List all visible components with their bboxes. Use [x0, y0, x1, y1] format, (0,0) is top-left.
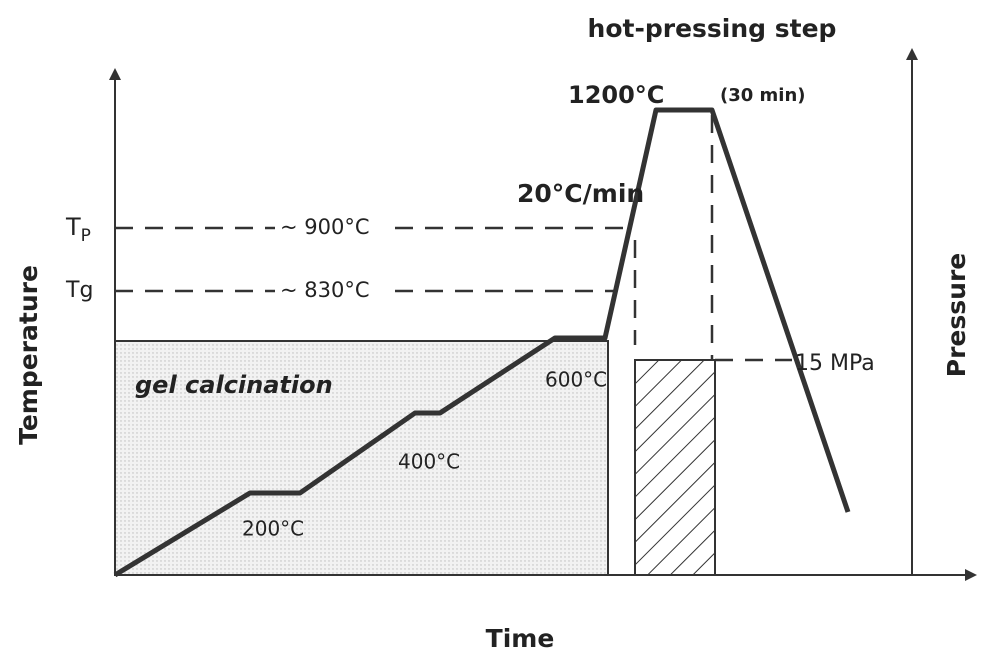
temperature-profile: [113, 107, 851, 578]
tp-main: T: [65, 213, 81, 241]
pressure-label: 15 MPa: [795, 351, 875, 376]
y-axis-left-label: Temperature: [14, 265, 43, 445]
step-label: 600°C: [545, 368, 607, 392]
tp-sub: P: [81, 226, 91, 246]
tg-symbol: Tg: [65, 278, 93, 303]
calcination-region: [114, 340, 609, 576]
tg-value: ~ 830°C: [280, 278, 370, 302]
pressure-block: [634, 359, 716, 576]
tp-value: ~ 900°C: [280, 215, 370, 239]
title: hot-pressing step: [588, 14, 837, 43]
y-axis-right-label: Pressure: [942, 253, 971, 377]
peak-label: 1200°C: [568, 81, 664, 109]
tp-symbol: TP: [65, 213, 91, 246]
step-label: 200°C: [242, 517, 304, 541]
x-axis-label: Time: [486, 624, 555, 653]
step-label: 400°C: [398, 450, 460, 474]
axes: [109, 48, 977, 581]
dashed-guides: [115, 115, 792, 362]
rate-label: 20°C/min: [517, 179, 644, 208]
region-label: gel calcination: [135, 371, 333, 399]
hold-label: (30 min): [720, 85, 806, 106]
